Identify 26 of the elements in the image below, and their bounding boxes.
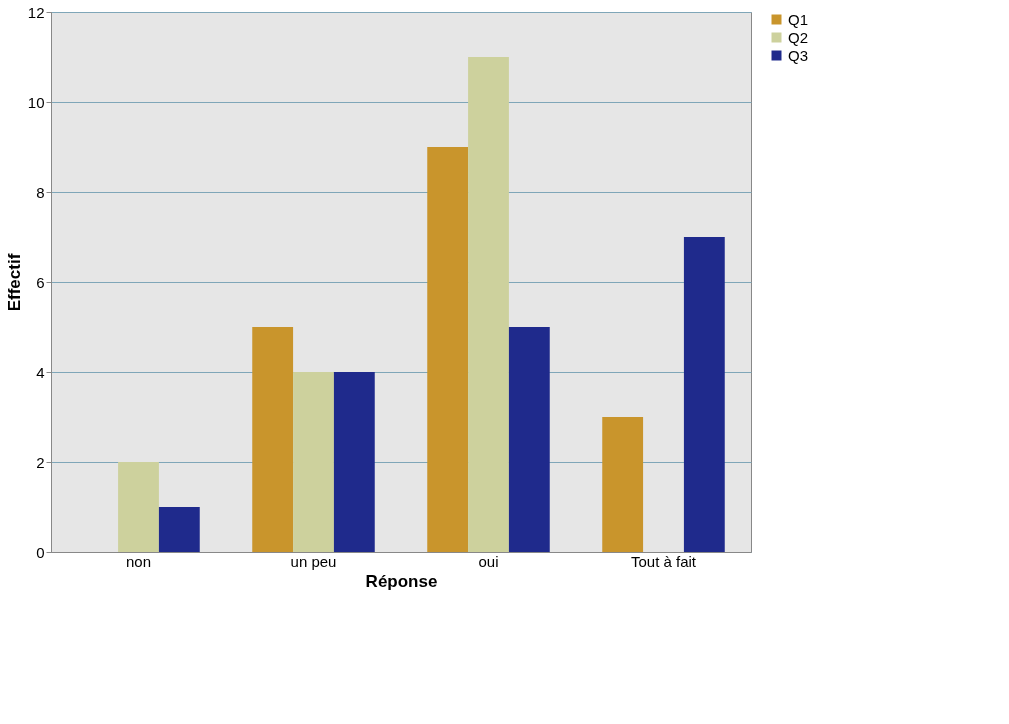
y-tick-label: 2 [36, 453, 45, 471]
y-axis-title: Effectif [4, 253, 24, 312]
bar [468, 57, 509, 552]
bar [252, 327, 294, 552]
x-tick-label: un peu [290, 552, 337, 570]
x-tick-label: oui [478, 552, 499, 570]
y-tick-label: 12 [27, 3, 45, 21]
x-tick-label: Tout à fait [630, 552, 697, 570]
bar [683, 237, 725, 552]
y-tick-label: 6 [36, 273, 45, 291]
bar [158, 507, 200, 552]
bar [508, 327, 550, 552]
y-tick-label: 0 [36, 543, 45, 561]
bar [333, 372, 375, 552]
x-tick-label: non [125, 552, 152, 570]
bar [118, 462, 159, 552]
y-tick-label: 8 [36, 183, 45, 201]
bar [602, 417, 644, 552]
y-tick-label: 10 [27, 93, 45, 111]
legend-label: Q1 [788, 10, 809, 28]
bar [293, 372, 334, 552]
bar [427, 147, 469, 552]
legend-label: Q3 [788, 46, 809, 64]
y-tick-label: 4 [36, 363, 45, 381]
x-axis-title: Réponse [365, 571, 438, 591]
legend-label: Q2 [788, 28, 809, 46]
